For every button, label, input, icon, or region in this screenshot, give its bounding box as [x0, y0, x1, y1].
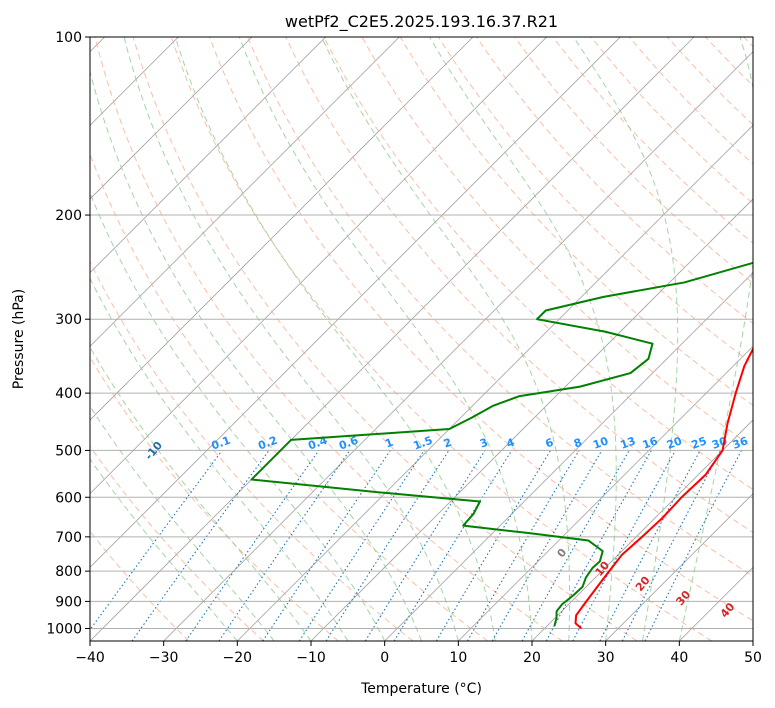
isotherm-line	[90, 37, 474, 421]
moist-adiabat-line	[90, 191, 386, 641]
mixing-ratio-label: 4	[505, 436, 517, 451]
x-axis-title: Temperature (°C)	[360, 681, 482, 697]
x-tick-label: 0	[380, 650, 389, 666]
mixing-ratio-line	[262, 450, 391, 641]
mixing-ratio-label: 8	[572, 436, 584, 451]
mixing-ratio-line	[325, 450, 450, 641]
y-tick-label: 100	[55, 30, 82, 46]
mixing-ratio-line	[185, 450, 320, 641]
y-tick-label: 1000	[46, 621, 82, 637]
mixing-ratio-line	[644, 450, 742, 641]
dry-adiabat-line	[476, 37, 753, 325]
dry-adiabat-line	[323, 37, 753, 491]
mixing-ratio-label: 10	[591, 434, 610, 452]
dry-adiabat-line	[247, 37, 753, 577]
temperature-profile	[574, 346, 753, 630]
mixing-ratio-label: 1.5	[412, 434, 435, 453]
moist-adiabat-line	[123, 37, 459, 641]
x-tick-label: −40	[75, 650, 105, 666]
x-tick-label: 20	[523, 650, 541, 666]
dry-adiabat-line	[590, 37, 753, 205]
mixing-ratio-label: 13	[619, 434, 638, 451]
isotherm-line	[90, 37, 326, 274]
isopleth-labels: 0.10.20.40.611.52346810131620253036-100-…	[142, 434, 750, 621]
mixing-ratio-line	[572, 450, 677, 641]
x-tick-label: −10	[296, 650, 326, 666]
moist-adiabat-line	[90, 405, 275, 641]
mixing-ratio-line	[298, 450, 425, 641]
isotherm-line	[90, 37, 547, 495]
y-tick-label: 800	[55, 564, 82, 580]
y-axis-title: Pressure (hPa)	[11, 289, 27, 389]
x-axis: −40 −30 −20 −10 0 10 20 30 40 50	[75, 641, 762, 666]
isotherm-line	[605, 493, 753, 641]
mixing-ratio-line	[218, 450, 351, 641]
mixing-ratio-line	[90, 450, 223, 631]
mixing-ratio-label: 36	[731, 434, 750, 452]
y-tick-label: 700	[55, 530, 82, 546]
isotherm-line	[531, 419, 753, 641]
y-tick-label: 400	[55, 386, 82, 402]
mixing-ratio-label: 0.6	[337, 434, 360, 453]
dry-adiabat-line	[90, 260, 414, 641]
isotherm-line	[90, 37, 253, 200]
x-tick-label: 30	[597, 650, 615, 666]
y-tick-label: 500	[55, 443, 82, 459]
chart-title: wetPf2_C2E5.2025.193.16.37.R21	[285, 12, 558, 32]
moist-adiabat-line	[174, 37, 496, 641]
dry-adiabat-line	[209, 37, 753, 622]
dry-adiabat-line	[361, 37, 753, 448]
x-tick-label: 50	[744, 650, 762, 666]
x-tick-label: −20	[223, 650, 253, 666]
x-tick-label: 40	[670, 650, 688, 666]
moist-adiabat-line	[90, 458, 238, 641]
dry-adiabat-line	[94, 37, 563, 641]
mixing-ratio-line	[545, 450, 652, 641]
x-tick-label: 10	[449, 650, 467, 666]
dry-adiabat-line	[399, 37, 753, 407]
moist-adiabat-line	[238, 37, 533, 641]
isotherm-line	[90, 37, 400, 347]
mixing-ratio-line	[393, 450, 513, 641]
mixing-ratio-label: 6	[544, 436, 556, 451]
mixing-ratio-line	[521, 450, 630, 641]
mixing-ratio-line	[621, 450, 722, 641]
dewpoint-profile	[250, 261, 753, 627]
mixing-ratio-label: 0.1	[210, 434, 233, 453]
isotherm-line	[458, 345, 753, 641]
dry-adiabat-line	[132, 37, 638, 641]
y-tick-label: 200	[55, 208, 82, 224]
moist-adiabat-line	[90, 277, 349, 641]
moist-adiabat-line	[573, 37, 679, 641]
isotherm-line	[237, 124, 753, 641]
x-tick-label: −30	[149, 650, 179, 666]
dry-adiabat-line	[628, 37, 753, 165]
mixing-ratio-label: 2	[442, 436, 454, 451]
isotherm-line	[90, 37, 621, 568]
mixing-ratio-label: 0.2	[256, 434, 279, 453]
dry-adiabat-line	[514, 37, 753, 284]
mixing-ratio-label: 1	[383, 436, 395, 451]
y-tick-label: 900	[55, 594, 82, 610]
isotherm-line	[384, 272, 753, 641]
y-tick-label: 600	[55, 490, 82, 506]
plot-frame	[89, 36, 754, 642]
mixing-ratio-label: 16	[641, 434, 660, 452]
dry-adiabat-line	[90, 445, 264, 641]
mixing-ratio-line	[131, 450, 270, 641]
mixing-ratio-label: 20	[665, 434, 684, 452]
profile-lines	[250, 261, 753, 630]
moist-adiabat-line	[429, 37, 617, 641]
y-axis: 100 200 300 400 500 600 700 800 900 1000	[46, 30, 90, 637]
y-tick-label: 300	[55, 312, 82, 328]
isotherm-line	[163, 51, 753, 641]
dry-adiabat-line	[170, 37, 712, 641]
moist-adiabat-line	[90, 346, 312, 641]
mixing-ratio-label: 25	[690, 434, 709, 451]
moist-adiabat-line	[678, 37, 753, 641]
mixing-ratio-label: 3	[478, 436, 490, 451]
